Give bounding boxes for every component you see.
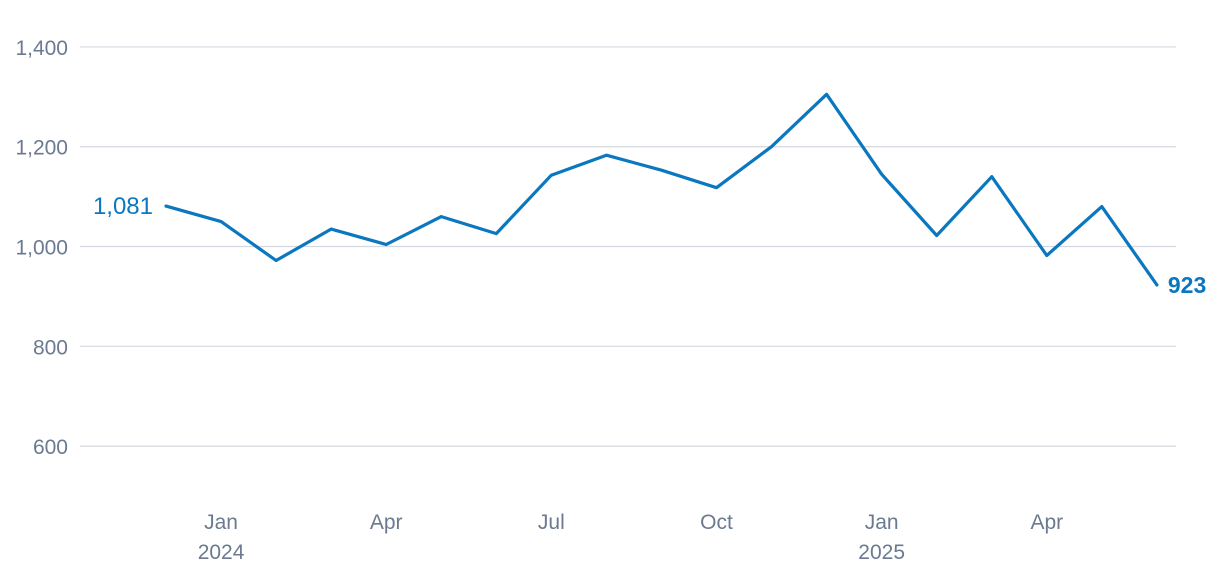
- data-point: [880, 172, 884, 176]
- x-tick-label: Oct: [700, 511, 733, 534]
- x-tick-label: Jan: [204, 511, 238, 534]
- x-tick-label: Apr: [370, 511, 403, 534]
- end-value-labels: 1,081 923: [93, 193, 1206, 298]
- data-point: [1155, 283, 1159, 287]
- y-tick-label: 800: [33, 336, 68, 359]
- x-axis-tick-labels: Jan 2024 Apr Jul Oct Jan 2025 Apr: [198, 511, 1063, 564]
- data-point: [329, 227, 333, 231]
- data-point: [770, 145, 773, 149]
- data-point: [1100, 205, 1104, 209]
- gridlines: [80, 46, 1176, 447]
- data-point: [990, 175, 994, 179]
- data-point: [660, 168, 663, 172]
- y-axis-tick-labels: 600 800 1,000 1,200 1,400: [15, 37, 68, 459]
- data-point: [1045, 254, 1049, 257]
- data-point: [164, 204, 168, 208]
- data-point: [825, 92, 828, 96]
- series-line: [164, 92, 1159, 287]
- x-tick-year-label: 2025: [858, 541, 905, 564]
- x-tick-year-label: 2024: [198, 541, 245, 564]
- data-point: [274, 259, 278, 262]
- data-point: [439, 215, 443, 218]
- start-value-label: 1,081: [93, 193, 153, 220]
- x-tick-label: Jan: [865, 511, 899, 534]
- data-point: [219, 220, 223, 223]
- end-value-label: 923: [1168, 272, 1206, 298]
- series-lines: [164, 92, 1159, 287]
- data-point: [549, 173, 553, 177]
- y-tick-label: 1,400: [15, 37, 68, 60]
- data-point: [494, 232, 498, 235]
- x-tick-label: Jul: [538, 511, 565, 534]
- y-tick-label: 1,000: [15, 237, 68, 260]
- y-tick-label: 600: [33, 436, 68, 459]
- x-tick-label: Apr: [1030, 511, 1063, 534]
- data-point: [384, 243, 388, 246]
- data-point: [605, 153, 608, 157]
- data-point: [935, 234, 939, 237]
- data-point: [715, 186, 718, 190]
- y-tick-label: 1,200: [15, 137, 68, 160]
